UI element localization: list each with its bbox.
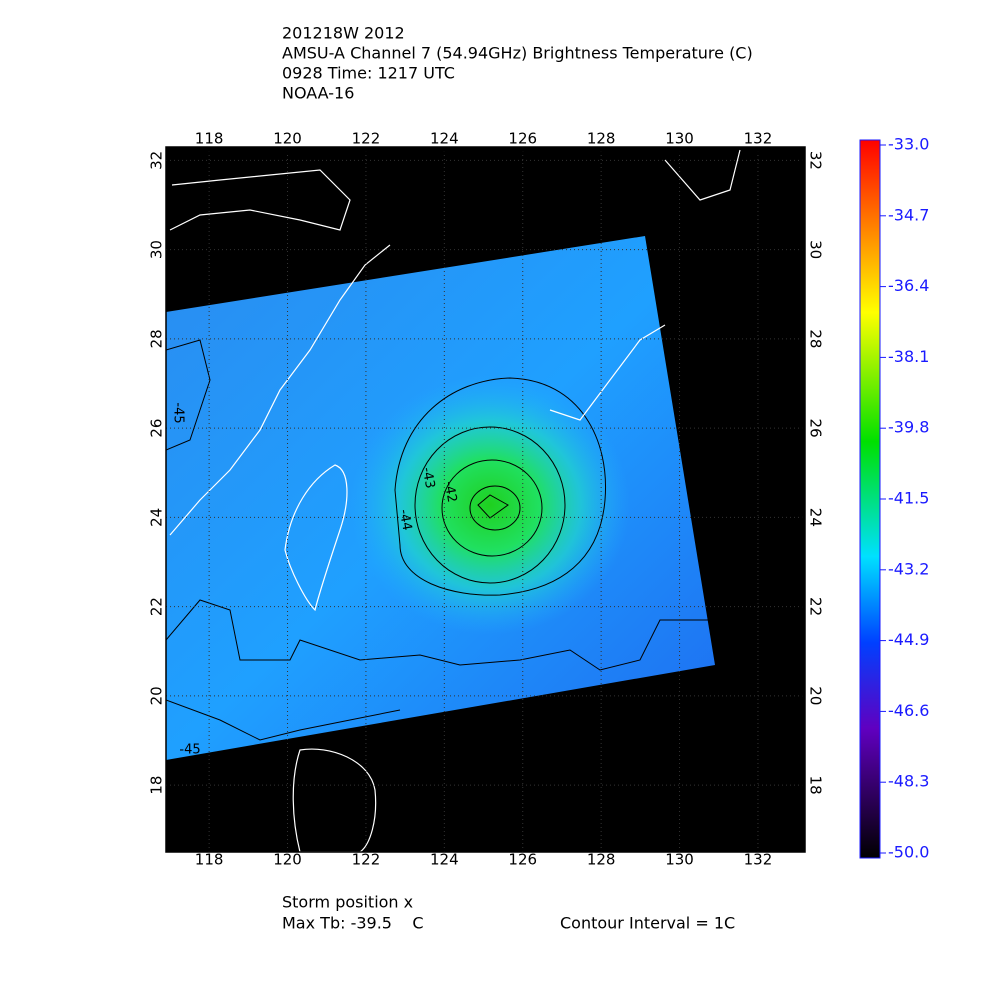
- colorbar-label: -36.4: [888, 276, 929, 295]
- contour-label: -45: [171, 402, 186, 423]
- coastlines: [169, 149, 741, 852]
- colorbar-label: -50.0: [888, 843, 929, 862]
- lat-tick-label: 26: [148, 419, 166, 438]
- lon-tick-label: 118: [195, 130, 224, 148]
- colorbar-label: -44.9: [888, 630, 929, 649]
- kyushu-coast: [664, 149, 741, 201]
- china-coast: [169, 244, 391, 536]
- contour: [166, 699, 401, 741]
- contour-labels: -45 -43-42 -44 -45: [171, 402, 460, 757]
- contour-interval: Contour Interval = 1C: [560, 914, 735, 933]
- colorbar-label: -38.1: [888, 347, 929, 366]
- colorbar-label: -41.5: [888, 489, 929, 508]
- lat-tick-label: 30: [807, 240, 825, 259]
- contour-label: -45: [179, 743, 200, 758]
- lat-tick-label: 30: [148, 240, 166, 259]
- lon-tick-label: 132: [744, 851, 773, 869]
- contour: [166, 599, 710, 671]
- china-coast-north: [169, 169, 351, 231]
- lon-tick-label: 126: [508, 851, 537, 869]
- title-line: 0928 Time: 1217 UTC: [282, 64, 455, 83]
- lon-tick-label: 124: [430, 851, 459, 869]
- contour: [394, 377, 607, 596]
- map: -45 -43-42 -44 -45: [166, 147, 805, 852]
- colorbar-label: -33.0: [888, 135, 929, 154]
- lon-tick-label: 120: [273, 851, 302, 869]
- lon-tick-label: 130: [665, 851, 694, 869]
- lat-tick-label: 26: [807, 419, 825, 438]
- contours: [166, 339, 710, 741]
- colorbar-label: -43.2: [888, 559, 929, 578]
- storm-warm-core: [350, 375, 630, 635]
- lat-tick-label: 24: [807, 508, 825, 527]
- lat-tick-label: 20: [148, 686, 166, 705]
- contour-label: -44: [396, 508, 414, 532]
- colorbar: [859, 139, 881, 859]
- lon-tick-label: 132: [744, 130, 773, 148]
- lat-tick-label: 24: [148, 508, 166, 527]
- lon-tick-label: 128: [587, 130, 616, 148]
- lon-tick-label: 120: [273, 130, 302, 148]
- lat-tick-label: 18: [148, 776, 166, 795]
- grid: [166, 147, 805, 852]
- lat-tick-label: 20: [807, 686, 825, 705]
- contour: [414, 426, 566, 584]
- title-line: NOAA-16: [282, 84, 354, 103]
- max-tb: Max Tb: -39.5 C: [282, 914, 423, 933]
- lon-tick-label: 122: [352, 130, 381, 148]
- colorbar-label: -46.6: [888, 701, 929, 720]
- lat-tick-label: 22: [148, 597, 166, 616]
- colorbar-label: -48.3: [888, 772, 929, 791]
- lat-tick-label: 28: [807, 329, 825, 348]
- lon-tick-label: 126: [508, 130, 537, 148]
- contour: [166, 339, 211, 451]
- colorbar-label: -39.8: [888, 418, 929, 437]
- contour-label: -43: [419, 466, 437, 490]
- contour: [477, 494, 509, 519]
- lat-tick-label: 22: [807, 597, 825, 616]
- contour: [441, 459, 543, 557]
- title-line: 201218W 2012: [282, 24, 405, 43]
- contour-label: -42: [441, 480, 459, 504]
- storm-position: Storm position x: [282, 893, 413, 912]
- contour: [469, 485, 521, 531]
- lon-tick-label: 118: [195, 851, 224, 869]
- colorbar-label: -34.7: [888, 205, 929, 224]
- lon-tick-label: 130: [665, 130, 694, 148]
- lat-tick-label: 18: [807, 776, 825, 795]
- lon-tick-label: 128: [587, 851, 616, 869]
- ryukyu-islands: [549, 324, 666, 421]
- taiwan-coast: [284, 464, 348, 612]
- map-frame: [165, 146, 806, 853]
- lat-tick-label: 32: [807, 151, 825, 170]
- lon-tick-label: 122: [352, 851, 381, 869]
- lat-tick-label: 32: [148, 151, 166, 170]
- luzon-coast: [292, 748, 377, 852]
- lon-tick-label: 124: [430, 130, 459, 148]
- title-line: AMSU-A Channel 7 (54.94GHz) Brightness T…: [282, 44, 753, 63]
- lat-tick-label: 28: [148, 329, 166, 348]
